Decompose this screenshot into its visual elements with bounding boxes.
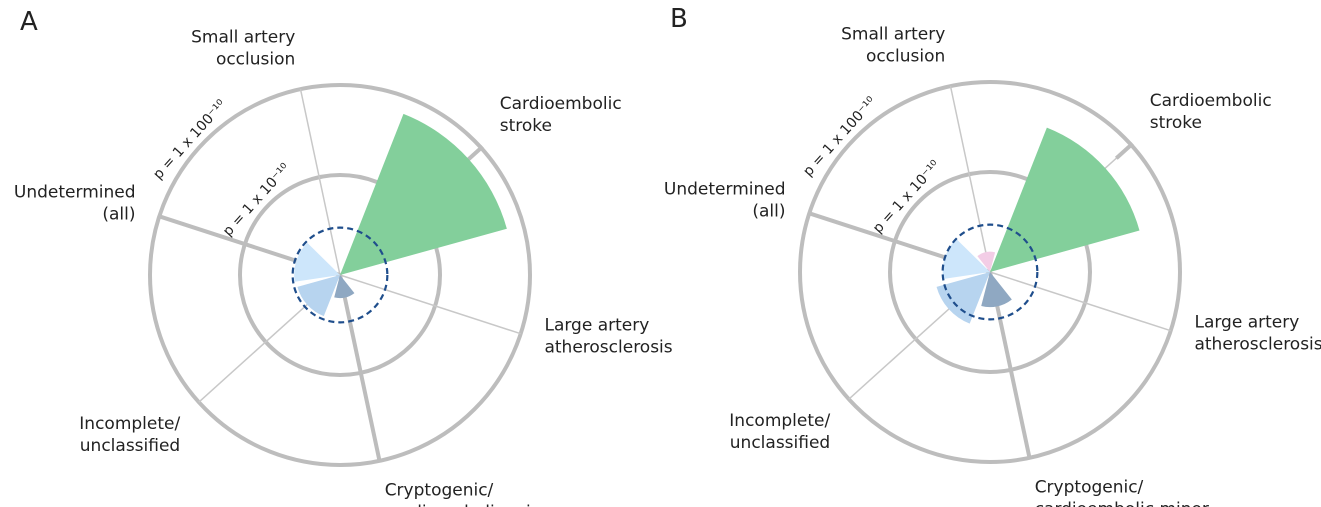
polar-chart: Bp = 1 x 10⁻¹⁰p = 1 x 100⁻¹⁰ Small artery… [664, 4, 1321, 507]
category-label: occlusion [866, 47, 945, 67]
panel-label: B [670, 4, 688, 34]
ring-label: p = 1 x 100⁻¹⁰ [150, 97, 230, 183]
category-label: Cardioembolic [500, 94, 622, 114]
spoke [338, 274, 382, 462]
category-label: Large artery [1194, 312, 1299, 332]
spoke-tick [1114, 142, 1135, 160]
spoke [299, 88, 341, 276]
ring [798, 80, 1182, 464]
ring-label: p = 1 x 100⁻¹⁰ [800, 94, 880, 180]
category-label: Incomplete/ [729, 411, 830, 431]
category-label: Cardioembolic [1150, 91, 1272, 111]
spoke-tick [464, 145, 485, 163]
category-label: (all) [752, 202, 785, 222]
sector [334, 275, 355, 299]
sector [981, 272, 1012, 308]
category-label: Cryptogenic/ [1035, 477, 1144, 497]
category-label: stroke [1150, 113, 1202, 133]
polar-chart: Ap = 1 x 10⁻¹⁰p = 1 x 100⁻¹⁰ Small artery… [14, 7, 673, 507]
category-label: cardioembolic minor [385, 502, 559, 507]
sector [990, 127, 1140, 272]
sector [942, 238, 990, 279]
category-label: Large artery [544, 315, 649, 335]
ring [888, 170, 1092, 374]
category-label: Small artery [191, 28, 295, 48]
category-label: Undetermined [14, 183, 136, 203]
category-label: unclassified [80, 436, 180, 456]
category-label: stroke [500, 116, 552, 136]
sector [977, 251, 996, 272]
category-label: atherosclerosis [544, 337, 672, 357]
spoke [949, 85, 991, 273]
sector [936, 272, 990, 324]
sector [297, 275, 340, 317]
category-label: (all) [102, 205, 135, 225]
category-label: Small artery [841, 25, 945, 45]
spoke [339, 274, 521, 335]
category-label: Incomplete/ [79, 414, 180, 434]
sector [294, 242, 340, 282]
ring-label: p = 1 x 10⁻¹⁰ [220, 160, 294, 239]
ring [148, 83, 532, 467]
panel-label: A [20, 7, 38, 37]
threshold-circle [291, 226, 389, 324]
category-label: atherosclerosis [1194, 334, 1321, 354]
category-label: unclassified [730, 433, 830, 453]
threshold-circle [941, 223, 1039, 321]
ring [238, 173, 442, 377]
category-label: cardioembolic minor [1035, 499, 1209, 507]
sector [340, 113, 507, 276]
ring-label: p = 1 x 10⁻¹⁰ [870, 157, 944, 236]
category-label: Cryptogenic/ [385, 480, 494, 500]
spoke [989, 271, 1171, 332]
category-label: Undetermined [664, 180, 786, 200]
category-label: occlusion [216, 50, 295, 70]
